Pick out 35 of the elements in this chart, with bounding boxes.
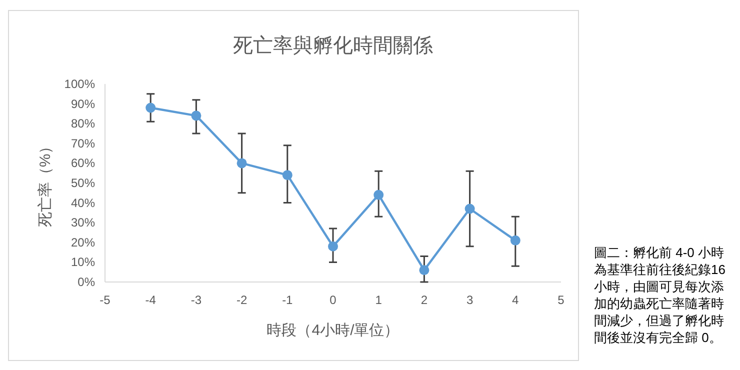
point [374, 190, 384, 200]
y-tick-label: 90% [70, 96, 96, 111]
y-tick-label: 50% [70, 176, 96, 190]
point [191, 110, 202, 121]
y-tick-label: 80% [70, 116, 96, 131]
text: 圖二：孵化前 4-0 小時為基準往前往後紀錄16小時，由圖可見每次添加的幼蟲死亡率隨著時間減少，但過了孵化時間後並沒有完全歸 0。 [594, 244, 726, 346]
x-tick-label: 4 [512, 293, 520, 307]
point [328, 241, 338, 252]
point [510, 235, 520, 246]
x-tick-label: 3 [466, 293, 474, 307]
x-tick-label: 1 [375, 293, 382, 307]
y-axis-title: 死亡率（%） [37, 138, 54, 228]
y-tick-label: 10% [70, 255, 96, 270]
y-tick-label: 20% [70, 235, 96, 250]
x-tick-label: -3 [190, 293, 202, 307]
x-tick-label: -2 [236, 293, 248, 307]
point [464, 204, 475, 214]
y-tick-label: 0% [78, 275, 96, 289]
x-axis-title: 時段（4小時/單位） [266, 322, 400, 339]
point [282, 170, 292, 180]
y-tick-label: 70% [70, 136, 96, 150]
x-tick-label: 5 [558, 293, 565, 307]
y-tick-label: 30% [70, 216, 96, 230]
x-tick-label: -5 [100, 293, 111, 307]
x-tick-label: 0 [330, 293, 337, 307]
point [236, 158, 247, 168]
x-tick-label: -4 [145, 293, 156, 307]
point [146, 102, 156, 113]
y-tick-label: 40% [70, 196, 96, 210]
y-tick-label: 100% [64, 77, 96, 91]
x-tick-label: -1 [282, 293, 294, 307]
point [419, 265, 430, 276]
x-tick-label: 2 [420, 293, 428, 307]
y-tick-label: 60% [70, 156, 96, 170]
chart-title: 死亡率與孵化時間關係 [233, 35, 433, 57]
